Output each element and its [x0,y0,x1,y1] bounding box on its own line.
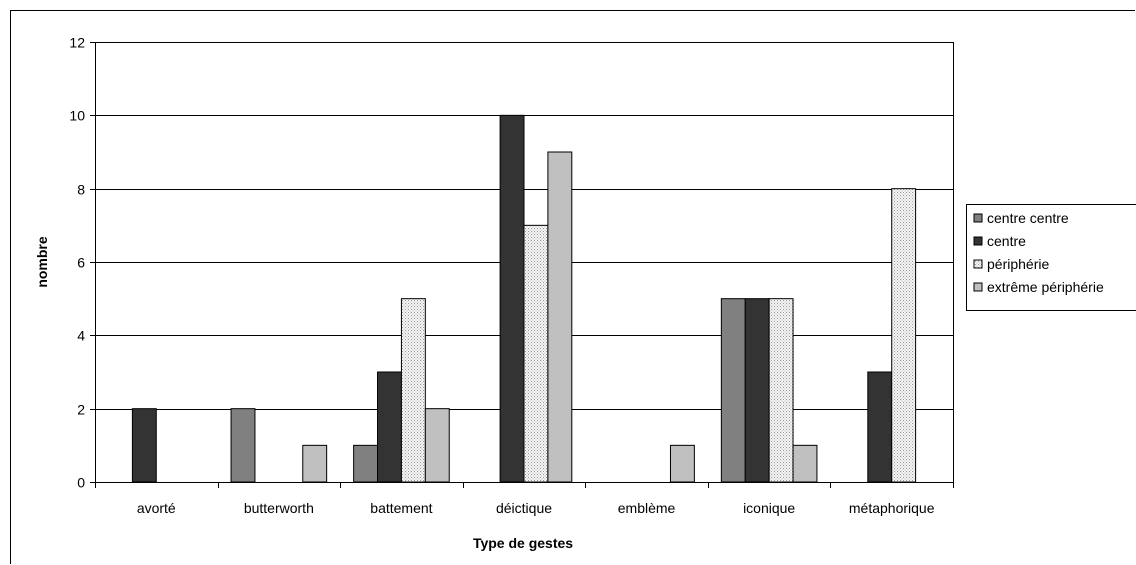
bar [547,151,573,483]
legend-swatch [973,236,983,246]
bar [499,114,525,483]
legend-swatch [973,259,983,269]
bars [131,114,917,483]
y-tick-label: 10 [69,108,85,124]
bar [867,371,893,483]
bar [669,444,695,483]
bar [891,188,917,483]
x-tick-label: métaphorique [849,500,935,516]
x-axis-title: Type de gestes [473,535,573,551]
bar [400,298,426,483]
bar [744,298,770,483]
legend-label: centre centre [987,210,1069,226]
y-tick-label: 2 [77,402,85,418]
legend-swatch [973,213,983,223]
legend: centre centre centre périphérie extrême pér… [966,204,1136,311]
x-tick-label: battement [370,500,432,516]
bar [302,444,328,483]
bar [353,444,379,483]
y-tick-label: 4 [77,328,85,344]
y-tick-label: 8 [77,182,85,198]
bar [131,408,157,483]
x-tick-label: déictique [496,500,552,516]
legend-label: centre [987,233,1026,249]
bar [720,298,746,483]
x-tick-label: iconique [743,500,795,516]
x-tick-label: emblème [618,500,676,516]
bar [523,224,549,483]
bar [377,371,402,483]
y-axis-title: nombre [34,236,50,288]
legend-box [966,204,1136,311]
y-tick-label: 12 [69,35,85,51]
y-tick-label: 6 [77,255,85,271]
bar [792,444,818,483]
chart-frame [10,10,1135,564]
bar [230,408,256,483]
bar [768,298,794,483]
legend-label: périphérie [987,256,1049,272]
y-tick-label: 0 [77,475,85,491]
x-tick-label: avorté [137,500,176,516]
axes: 0 2 4 6 8 10 12 avorté butterworth battement déict… [69,35,954,516]
x-tick-label: butterworth [244,500,314,516]
legend-label: extrême périphérie [987,279,1104,295]
bar [424,408,450,483]
legend-swatch [973,282,983,292]
